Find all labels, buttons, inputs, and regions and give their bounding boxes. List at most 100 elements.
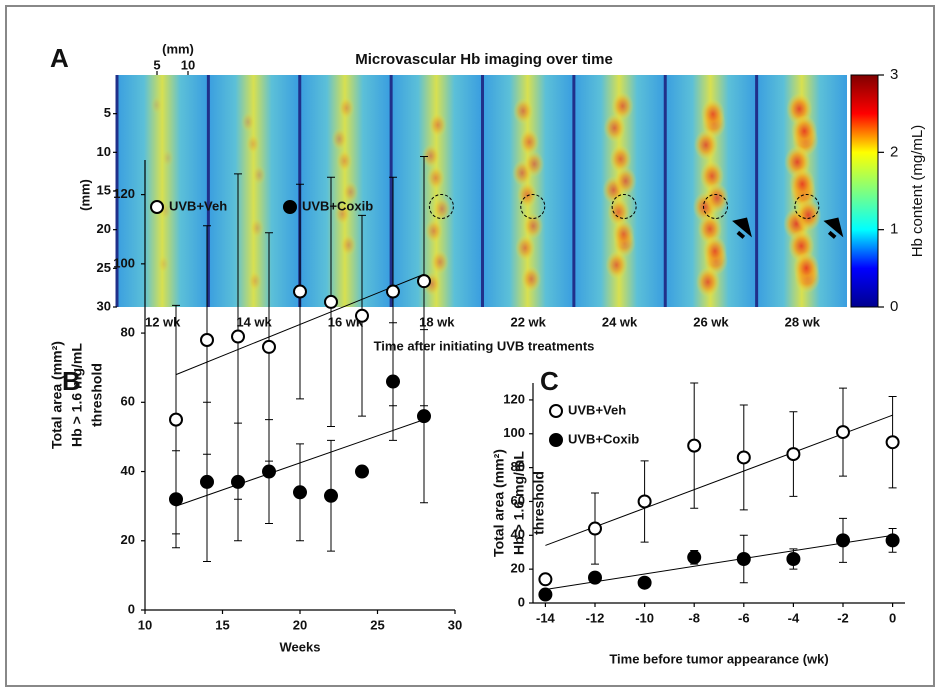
y-axis-label: (mm) [77, 179, 92, 211]
point [786, 447, 801, 462]
x-axis-label: (mm) [162, 41, 194, 56]
point [885, 435, 900, 450]
hot-spot [611, 92, 634, 120]
x-tick-label: -2 [837, 610, 849, 625]
hot-spot [150, 96, 163, 114]
time-label: 28 wk [785, 314, 821, 329]
x-tick-label: 30 [448, 617, 462, 632]
hot-spot [524, 151, 545, 177]
y-tick-label: 5 [104, 105, 111, 120]
y-tick-label: 120 [503, 391, 525, 406]
roi-circle [703, 193, 729, 219]
roi-circle [520, 193, 546, 219]
hot-spot [793, 252, 820, 284]
time-label: 12 wk [145, 314, 181, 329]
point [355, 464, 369, 479]
y-tick-label: 20 [511, 561, 525, 576]
hot-spot [515, 235, 536, 261]
hot-spot [241, 112, 256, 132]
point [885, 533, 900, 548]
hot-spot [428, 113, 447, 137]
y-tick-label: 20 [97, 221, 111, 236]
hot-spot [695, 267, 720, 297]
x-tick-label: -6 [738, 610, 750, 625]
hot-spot [513, 98, 534, 124]
point [836, 533, 850, 548]
y-tick-label: 15 [97, 182, 111, 197]
point [637, 494, 652, 509]
y-tick-label: 40 [511, 527, 525, 542]
hot-spot [421, 144, 440, 168]
point [262, 339, 276, 354]
x-tick-label: -10 [635, 610, 654, 625]
y-axis-label: Hb > 1.6 mg/mL [69, 343, 85, 447]
time-label: 16 wk [328, 314, 364, 329]
legend-label: UVB+Veh [169, 198, 227, 213]
point [386, 284, 400, 299]
hot-spot [702, 236, 727, 266]
roi-circle [611, 193, 637, 219]
y-tick-label: 0 [128, 601, 135, 616]
point [588, 521, 602, 536]
point [687, 550, 702, 565]
hot-spot [430, 250, 449, 274]
roi-circle [428, 193, 454, 219]
y-tick-label: 60 [121, 394, 135, 409]
roi-circle [794, 193, 820, 219]
arrow [823, 217, 844, 239]
legend-marker [150, 200, 164, 214]
x-tick-label: -14 [536, 610, 556, 625]
hot-spot [523, 213, 544, 239]
colorbar-tick-label: 3 [890, 66, 898, 83]
y-tick-label: 10 [97, 144, 111, 159]
colorbar-tick-label: 0 [890, 298, 898, 315]
x-tick-label: -8 [688, 610, 700, 625]
time-label: 14 wk [236, 314, 272, 329]
colorbar-tick-label: 1 [890, 221, 898, 238]
frame [5, 5, 935, 687]
point [736, 552, 751, 566]
point [231, 474, 245, 489]
y-tick-label: 40 [121, 463, 135, 478]
y-axis-label: threshold [89, 363, 105, 427]
point [637, 575, 652, 590]
legend-label: UVB+Coxib [568, 431, 639, 446]
hot-spot [342, 181, 359, 203]
point [538, 587, 553, 602]
hot-spot [334, 203, 351, 225]
point [588, 570, 602, 585]
hot-spot [432, 197, 451, 221]
trend-line [545, 534, 893, 590]
point [736, 450, 751, 465]
hot-spot [519, 129, 540, 155]
x-tick-label: 5 [153, 57, 160, 72]
hot-spot [607, 198, 630, 226]
y-tick-label: 20 [121, 532, 135, 547]
y-tick-label: 30 [97, 298, 111, 313]
hot-spot [424, 219, 443, 243]
point [262, 464, 276, 479]
x-axis-label: Time before tumor appearance (wk) [609, 651, 828, 666]
x-tick-label: 20 [293, 617, 307, 632]
x-tick-label: 10 [138, 617, 152, 632]
hot-spot [338, 97, 355, 119]
legend-marker [283, 200, 297, 214]
hot-spot [693, 130, 718, 160]
hot-spot [795, 199, 822, 231]
y-tick-label: 0 [518, 594, 525, 609]
panel-letter: A [50, 43, 69, 73]
x-tick-label: 15 [215, 617, 229, 632]
hot-spot [704, 183, 729, 213]
point [355, 308, 369, 323]
hot-spot [340, 234, 357, 256]
image-strip [208, 75, 299, 307]
hot-spot [161, 149, 174, 167]
colorbar [850, 74, 879, 308]
legend-marker [549, 404, 563, 418]
x-tick-label: 25 [370, 617, 384, 632]
legend-marker [549, 433, 563, 447]
colorbar-tick-label: 2 [890, 143, 898, 160]
point [200, 333, 214, 347]
panel-letter: C [540, 366, 559, 396]
x-tick-label: 10 [181, 57, 195, 72]
